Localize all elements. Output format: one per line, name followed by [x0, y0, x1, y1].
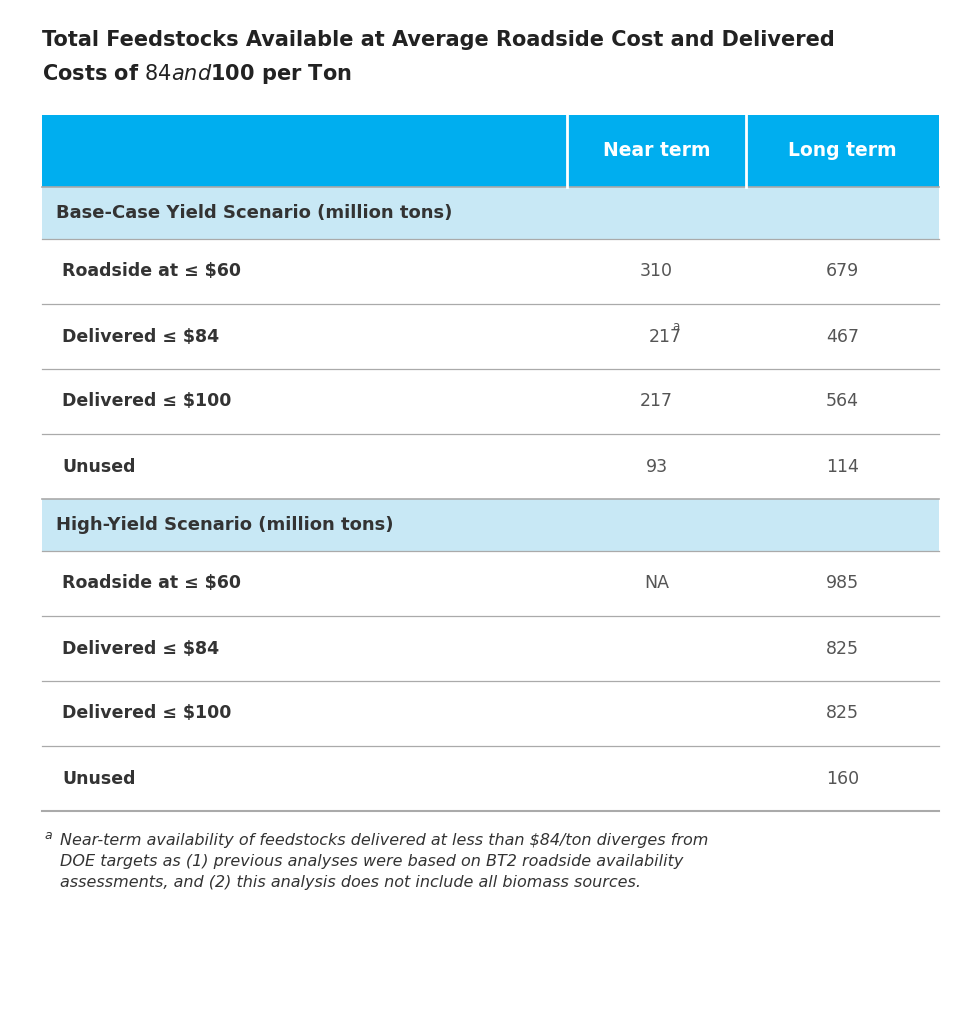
Bar — [42, 369, 939, 434]
Text: a: a — [44, 829, 51, 842]
Text: Long term: Long term — [788, 141, 897, 161]
Text: Roadside at ≤ $60: Roadside at ≤ $60 — [62, 262, 241, 281]
Text: 93: 93 — [645, 458, 668, 475]
Text: Near-term availability of feedstocks delivered at less than $84/ton diverges fro: Near-term availability of feedstocks del… — [60, 833, 708, 890]
Bar — [42, 616, 939, 681]
Text: 985: 985 — [826, 574, 860, 593]
Text: 114: 114 — [827, 458, 859, 475]
Text: Base-Case Yield Scenario (million tons): Base-Case Yield Scenario (million tons) — [56, 204, 453, 222]
Text: High-Yield Scenario (million tons): High-Yield Scenario (million tons) — [56, 516, 393, 534]
Bar — [42, 681, 939, 746]
Bar — [42, 434, 939, 499]
Bar — [42, 239, 939, 304]
Text: 825: 825 — [826, 705, 860, 723]
Text: 217: 217 — [640, 392, 672, 411]
Text: 217: 217 — [648, 328, 681, 345]
Text: Unused: Unused — [62, 458, 136, 475]
Text: Costs of $84 and $100 per Ton: Costs of $84 and $100 per Ton — [42, 62, 352, 86]
Text: 160: 160 — [826, 769, 860, 787]
Bar — [42, 746, 939, 811]
Text: Unused: Unused — [62, 769, 136, 787]
Bar — [42, 304, 939, 369]
Text: Roadside at ≤ $60: Roadside at ≤ $60 — [62, 574, 241, 593]
Text: 467: 467 — [826, 328, 860, 345]
Text: NA: NA — [644, 574, 669, 593]
Text: 825: 825 — [826, 640, 860, 657]
Text: 564: 564 — [826, 392, 860, 411]
Bar — [42, 187, 939, 239]
Text: Delivered ≤ $84: Delivered ≤ $84 — [62, 640, 219, 657]
Text: Near term: Near term — [603, 141, 710, 161]
Text: 310: 310 — [640, 262, 672, 281]
Text: Total Feedstocks Available at Average Roadside Cost and Delivered: Total Feedstocks Available at Average Ro… — [42, 30, 834, 50]
Bar — [42, 499, 939, 551]
Bar — [42, 115, 939, 187]
Text: Delivered ≤ $100: Delivered ≤ $100 — [62, 705, 232, 723]
Bar — [42, 551, 939, 616]
Text: Delivered ≤ $100: Delivered ≤ $100 — [62, 392, 232, 411]
Text: Delivered ≤ $84: Delivered ≤ $84 — [62, 328, 219, 345]
Text: 679: 679 — [826, 262, 860, 281]
Text: a: a — [672, 319, 679, 333]
